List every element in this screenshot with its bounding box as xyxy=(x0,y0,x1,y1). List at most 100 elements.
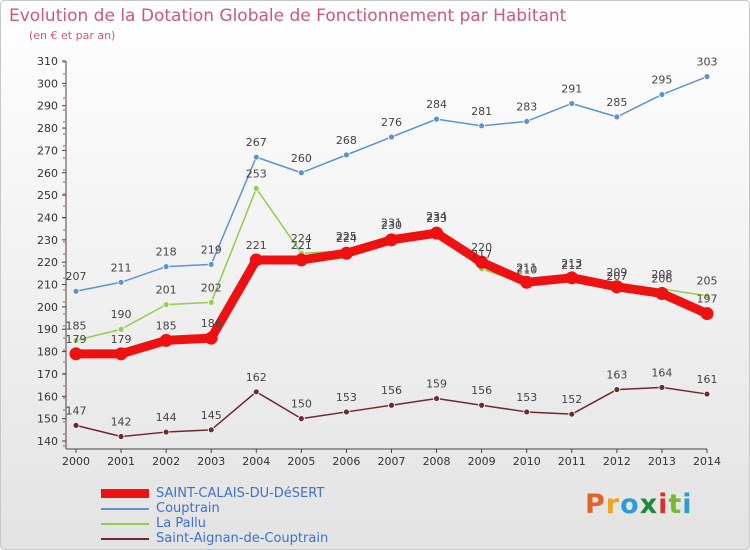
data-label: 163 xyxy=(606,369,627,382)
data-point xyxy=(114,347,128,361)
data-point xyxy=(388,133,395,141)
data-label: 281 xyxy=(471,105,492,118)
data-label: 291 xyxy=(561,82,582,95)
data-point xyxy=(343,408,350,416)
data-label: 186 xyxy=(201,317,222,330)
data-point xyxy=(252,388,260,396)
data-point xyxy=(568,100,576,107)
data-point xyxy=(162,263,170,271)
data-label: 211 xyxy=(111,261,132,274)
data-point xyxy=(568,410,576,418)
data-label: 284 xyxy=(426,98,447,111)
data-point xyxy=(72,287,80,295)
data-point xyxy=(294,253,308,267)
legend-label: La Pallu xyxy=(156,516,207,531)
data-label: 144 xyxy=(156,411,177,424)
chart-title: Evolution de la Dotation Globale de Fonc… xyxy=(9,6,567,26)
logo-letter: r xyxy=(605,489,621,520)
data-label: 207 xyxy=(606,270,627,283)
data-label: 276 xyxy=(381,116,402,129)
data-label: 161 xyxy=(697,373,718,386)
legend-swatch xyxy=(101,538,149,540)
data-point xyxy=(613,386,621,393)
data-label: 220 xyxy=(471,241,492,254)
y-tick-label: 310 xyxy=(37,55,58,68)
data-label: 210 xyxy=(516,264,537,277)
data-point xyxy=(249,253,263,267)
data-label: 285 xyxy=(606,96,627,109)
data-label: 221 xyxy=(246,239,267,252)
data-point xyxy=(703,390,711,398)
data-point xyxy=(433,115,440,123)
legend-item: Saint-Aignan-de-Couptrain xyxy=(101,531,401,546)
y-tick-label: 260 xyxy=(37,167,58,180)
logo-letter: i xyxy=(682,489,693,520)
data-point xyxy=(117,278,125,286)
legend-swatch xyxy=(101,508,149,510)
legend-label: Couptrain xyxy=(156,501,220,516)
legend-item: La Pallu xyxy=(101,516,401,531)
data-label: 231 xyxy=(381,217,402,230)
x-tick-label: 2002 xyxy=(152,455,180,468)
legend-item: SAINT-CALAIS-DU-DéSERT xyxy=(101,486,401,501)
data-point xyxy=(520,275,534,289)
data-point xyxy=(207,299,215,306)
data-point xyxy=(297,169,305,177)
data-point xyxy=(703,73,711,81)
y-tick-label: 190 xyxy=(37,323,58,336)
data-label: 260 xyxy=(291,152,312,165)
chart-subtitle: (en € et par an) xyxy=(29,29,116,42)
data-label: 303 xyxy=(697,56,718,69)
x-tick-label: 2004 xyxy=(242,455,270,468)
y-tick-label: 230 xyxy=(37,234,58,247)
data-label: 211 xyxy=(516,261,537,274)
data-label: 156 xyxy=(471,384,492,397)
data-point xyxy=(252,185,260,192)
data-label: 179 xyxy=(111,333,132,346)
logo-letter: x xyxy=(639,489,659,520)
data-label: 159 xyxy=(426,378,447,391)
y-tick-label: 140 xyxy=(37,435,58,448)
legend-swatch xyxy=(101,489,149,498)
data-point xyxy=(162,301,170,309)
data-point xyxy=(433,395,440,402)
data-label: 212 xyxy=(561,259,582,272)
data-label: 190 xyxy=(111,308,132,321)
data-label: 209 xyxy=(606,266,627,279)
legend-item: Couptrain xyxy=(101,501,401,516)
data-point xyxy=(117,433,125,440)
data-label: 147 xyxy=(66,404,87,417)
data-point xyxy=(703,292,711,300)
data-label: 145 xyxy=(201,409,222,422)
logo-letter: P xyxy=(585,489,606,520)
data-label: 206 xyxy=(651,272,672,285)
data-label: 230 xyxy=(381,219,402,232)
x-tick-label: 2014 xyxy=(693,455,721,468)
y-tick-label: 160 xyxy=(37,390,58,403)
data-point xyxy=(343,151,350,159)
x-tick-label: 2007 xyxy=(378,455,406,468)
data-label: 201 xyxy=(156,284,177,297)
data-label: 179 xyxy=(66,333,87,346)
data-label: 224 xyxy=(336,232,357,245)
data-label: 253 xyxy=(246,167,267,180)
logo-letter: t xyxy=(668,489,683,520)
proxiti-logo: Proxiti xyxy=(585,489,693,520)
data-label: 283 xyxy=(516,100,537,113)
y-tick-label: 200 xyxy=(37,301,58,314)
data-point xyxy=(478,122,486,130)
data-label: 197 xyxy=(697,293,718,306)
data-point xyxy=(613,113,621,121)
data-point xyxy=(204,331,218,345)
y-tick-label: 180 xyxy=(37,346,58,359)
data-point xyxy=(655,286,669,300)
data-label: 142 xyxy=(111,416,132,429)
data-label: 225 xyxy=(336,230,357,243)
legend-swatch xyxy=(101,523,149,525)
legend: SAINT-CALAIS-DU-DéSERT Couptrain La Pall… xyxy=(101,486,401,546)
data-label: 150 xyxy=(291,398,312,411)
data-point xyxy=(658,383,666,391)
data-point xyxy=(385,233,398,247)
